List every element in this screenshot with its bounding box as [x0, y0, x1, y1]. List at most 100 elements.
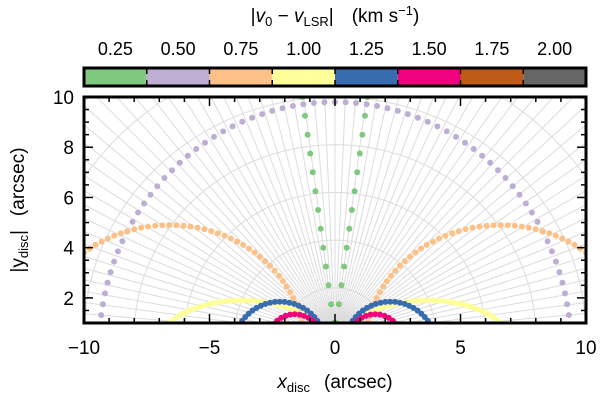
x-tick-label: −10: [68, 338, 100, 359]
data-point: [546, 230, 552, 236]
data-point: [43, 295, 49, 301]
data-point: [46, 289, 52, 295]
data-point: [223, 298, 229, 304]
data-point: [344, 245, 350, 251]
colorbar: [84, 68, 586, 86]
data-point: [339, 282, 345, 288]
data-point: [549, 248, 555, 254]
data-point: [505, 222, 511, 228]
data-point: [420, 298, 426, 304]
data-point: [402, 258, 408, 264]
data-point: [385, 105, 391, 111]
data-point: [105, 236, 111, 242]
data-point: [311, 100, 317, 106]
data-point: [345, 326, 351, 332]
data-point: [141, 201, 147, 207]
data-point: [280, 278, 286, 284]
data-point: [173, 222, 179, 228]
data-point: [208, 228, 214, 234]
data-point: [456, 228, 462, 234]
data-point: [246, 246, 252, 252]
x-tick-label: −5: [199, 338, 221, 359]
colorbar-tick-label: 2.00: [537, 39, 572, 59]
data-point: [280, 105, 286, 111]
colorbar-tick-label: 0.75: [223, 39, 258, 59]
data-point: [185, 153, 191, 159]
data-point: [130, 219, 136, 225]
colorbar-segment: [398, 68, 461, 86]
data-point: [436, 236, 442, 242]
data-point: [213, 300, 219, 306]
data-point: [300, 326, 306, 332]
data-point: [188, 224, 194, 230]
data-point: [353, 100, 359, 106]
data-point: [240, 242, 246, 248]
data-point: [259, 111, 265, 117]
data-point: [446, 299, 452, 305]
data-point: [245, 298, 251, 304]
data-point: [312, 188, 318, 194]
data-point: [76, 254, 82, 260]
data-point: [425, 119, 431, 125]
x-tick-label: 5: [455, 338, 466, 359]
data-point: [498, 222, 504, 228]
data-point: [201, 226, 207, 232]
data-point: [148, 192, 154, 198]
data-point: [316, 325, 322, 331]
data-point: [451, 300, 457, 306]
data-point: [222, 233, 228, 239]
data-point: [430, 298, 436, 304]
data-point: [66, 263, 72, 269]
data-point: [35, 313, 41, 319]
data-point: [272, 268, 278, 274]
data-point: [384, 278, 390, 284]
data-point: [162, 325, 168, 331]
data-point: [388, 273, 394, 279]
data-point: [195, 225, 201, 231]
data-point: [453, 134, 459, 140]
data-point: [284, 284, 290, 290]
data-point: [145, 224, 151, 230]
data-point: [269, 108, 275, 114]
data-point: [424, 242, 430, 248]
data-point: [252, 250, 258, 256]
data-point: [463, 226, 469, 232]
data-point: [471, 146, 477, 152]
data-point: [503, 175, 509, 181]
data-point: [479, 153, 485, 159]
data-point: [443, 233, 449, 239]
data-point: [553, 233, 559, 239]
data-point: [159, 222, 165, 228]
data-point: [211, 134, 217, 140]
data-point: [348, 325, 354, 331]
data-point: [336, 301, 342, 307]
data-point: [517, 192, 523, 198]
colorbar-segment: [335, 68, 398, 86]
data-point: [267, 263, 273, 269]
data-point: [397, 325, 403, 331]
data-point: [87, 246, 93, 252]
data-point: [377, 289, 383, 295]
data-point: [230, 123, 236, 129]
data-point: [559, 236, 565, 242]
data-point: [349, 207, 355, 213]
data-point: [556, 269, 562, 275]
data-point: [364, 101, 370, 107]
colorbar-title: |v0 − vLSR|(km s−1): [251, 3, 420, 29]
colorbar-tick-label: 1.25: [349, 39, 384, 59]
data-point: [430, 326, 436, 332]
colorbar-tick-label: 0.50: [161, 39, 196, 59]
data-point: [208, 301, 214, 307]
data-point: [193, 146, 199, 152]
data-point: [395, 108, 401, 114]
y-tick-label: 4: [63, 239, 74, 260]
data-point: [307, 151, 313, 157]
data-point: [397, 263, 403, 269]
grid-ray: [0, 47, 335, 335]
data-point: [169, 167, 175, 173]
data-point: [305, 132, 311, 138]
colorbar-tick-label: 1.75: [474, 39, 509, 59]
data-point: [441, 298, 447, 304]
